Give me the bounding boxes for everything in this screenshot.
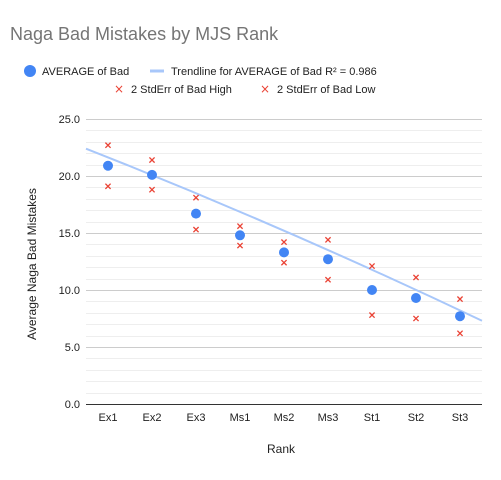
chart-title: Naga Bad Mistakes by MJS Rank [10, 24, 279, 44]
y-tick-label: 10.0 [59, 285, 80, 297]
stderr-low-point [280, 259, 288, 266]
average-point [411, 292, 421, 303]
average-point [367, 285, 377, 295]
stderr-high-point [324, 236, 332, 243]
x-tick-label: Ms2 [274, 412, 295, 424]
average-point [455, 311, 465, 322]
x-tick-label: St3 [452, 412, 469, 424]
legend-marker-high: × [114, 82, 124, 96]
x-tick-label: Ms1 [230, 412, 251, 424]
trendline [85, 147, 483, 322]
stderr-high-point [104, 142, 112, 149]
x-tick-label: Ms3 [318, 412, 339, 424]
stderr-high-point [368, 263, 376, 270]
x-tick-label: Ex3 [187, 412, 206, 424]
stderr-high-point [236, 223, 244, 230]
data-markers [103, 142, 465, 337]
legend-label-high: 2 StdErr of Bad High [131, 84, 232, 96]
x-axis-ticks: Ex1 Ex2 Ex3 Ms1 Ms2 Ms3 St1 St2 St3 [99, 412, 469, 424]
stderr-low-point [412, 315, 420, 322]
y-tick-label: 15.0 [59, 228, 80, 240]
x-tick-label: Ex1 [99, 412, 118, 424]
stderr-low-point [148, 186, 156, 193]
legend: AVERAGE of Bad Trendline for AVERAGE of … [24, 65, 377, 96]
y-axis-label: Average Naga Bad Mistakes [25, 188, 39, 340]
legend-marker-average [24, 65, 36, 77]
stderr-high-point [148, 156, 156, 164]
average-point [191, 208, 201, 219]
x-tick-label: St2 [408, 412, 425, 424]
stderr-low-point [368, 312, 376, 319]
legend-label-low: 2 StdErr of Bad Low [277, 84, 375, 96]
legend-label-average: AVERAGE of Bad [42, 66, 129, 78]
y-tick-label: 25.0 [59, 114, 80, 126]
stderr-low-point [236, 242, 244, 249]
stderr-low-point [324, 276, 332, 283]
stderr-high-point [280, 239, 288, 246]
stderr-high-point [456, 296, 464, 303]
stderr-high-point [412, 274, 420, 281]
trendline-path [85, 147, 483, 322]
legend-label-trendline: Trendline for AVERAGE of Bad R² = 0.986 [171, 66, 377, 78]
y-tick-label: 20.0 [59, 171, 80, 183]
stderr-low-point [104, 183, 112, 190]
stderr-high-point [192, 194, 200, 201]
legend-marker-low: × [260, 82, 270, 96]
x-axis-label: Rank [267, 442, 296, 456]
y-axis-ticks: 0.0 5.0 10.0 15.0 20.0 25.0 [59, 114, 80, 411]
x-tick-label: Ex2 [143, 412, 162, 424]
average-point [235, 230, 245, 241]
y-tick-label: 5.0 [65, 342, 80, 354]
average-point [323, 254, 333, 265]
y-tick-label: 0.0 [65, 399, 80, 411]
average-point [147, 169, 157, 180]
average-point [103, 160, 113, 171]
x-tick-label: St1 [364, 412, 381, 424]
stderr-low-point [192, 226, 200, 233]
average-point [279, 247, 289, 258]
stderr-low-point [456, 330, 464, 337]
